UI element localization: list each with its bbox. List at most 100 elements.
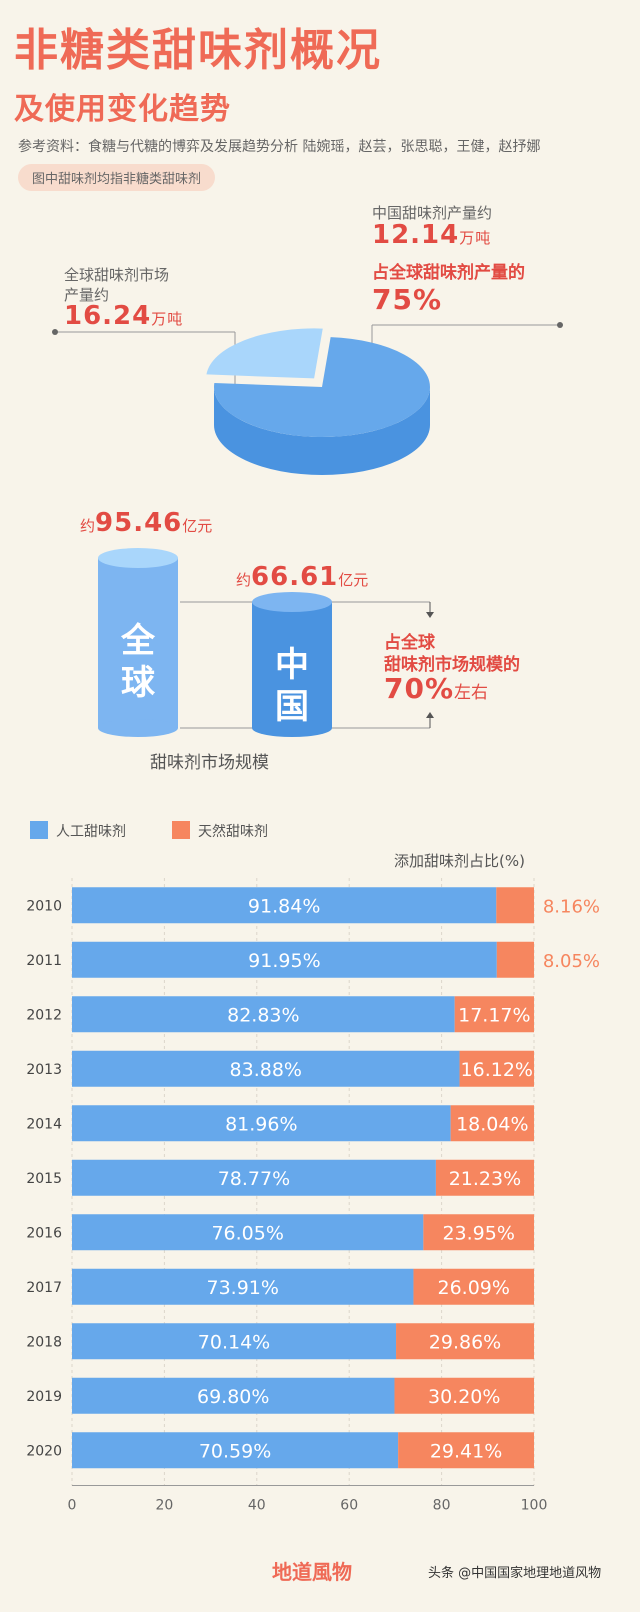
label-artificial-2017: 73.91%	[207, 1277, 279, 1299]
global-production-label-2: 产量约	[64, 286, 110, 304]
legend-label-artificial: 人工甜味剂	[56, 824, 126, 840]
china-cylinder-bottom	[252, 719, 332, 737]
bar-artificial-2015	[72, 1159, 436, 1196]
bar-natural-2015	[435, 1159, 534, 1196]
bar-artificial-2017	[72, 1268, 414, 1305]
bar-artificial-2014	[72, 1105, 451, 1142]
bar-artificial-2016	[72, 1214, 424, 1251]
global-production-unit: 万吨	[151, 310, 184, 328]
footer-watermark: 头条 @中国国家地理地道风物	[428, 1566, 602, 1581]
china-production-label: 中国甜味剂产量约	[372, 204, 493, 222]
global-cylinder-label: 全球	[98, 620, 178, 704]
label-artificial-2015: 78.77%	[218, 1168, 290, 1190]
x-tick-label-100: 100	[521, 1498, 548, 1514]
global-cylinder-label-text: 全球	[121, 621, 155, 703]
label-natural-2020: 29.41%	[430, 1440, 502, 1462]
pie-chart-graphic	[52, 322, 563, 475]
label-artificial-2016: 76.05%	[211, 1222, 283, 1244]
bar-artificial-2011	[72, 941, 497, 978]
global-production-label-1: 全球甜味剂市场	[64, 266, 170, 284]
china-market-number: 66.61	[251, 562, 339, 592]
legend-swatch-natural	[172, 821, 190, 839]
global-leader-dot	[52, 329, 58, 335]
y-tick-label-2014: 2014	[26, 1116, 62, 1132]
china-market-prefix: 约	[236, 571, 252, 589]
y-tick-label-2018: 2018	[26, 1334, 62, 1350]
global-market-prefix: 约	[80, 517, 96, 535]
x-tick-label-0: 0	[68, 1498, 77, 1514]
pie-slice-china	[214, 337, 430, 437]
label-natural-2011: 8.05%	[543, 951, 600, 972]
label-artificial-2018: 70.14%	[198, 1331, 270, 1353]
market-cylinders-graphic	[98, 548, 434, 737]
bar-artificial-2019	[72, 1377, 395, 1414]
market-share-suffix: 左右	[454, 683, 489, 703]
arrow-bottom-head	[426, 712, 434, 718]
y-tick-label-2019: 2019	[26, 1389, 62, 1405]
global-cylinder-top	[98, 548, 178, 568]
china-market-unit: 亿元	[338, 571, 369, 589]
global-cylinder-body	[98, 558, 178, 728]
label-natural-2019: 30.20%	[428, 1386, 500, 1408]
x-tick-label-80: 80	[433, 1498, 451, 1514]
bar-artificial-2010	[72, 887, 497, 924]
pie-side	[214, 387, 430, 475]
x-tick-label-60: 60	[340, 1498, 358, 1514]
label-artificial-2014: 81.96%	[225, 1113, 297, 1135]
x-tick-label-20: 20	[155, 1498, 173, 1514]
label-artificial-2020: 70.59%	[199, 1440, 271, 1462]
bar-natural-2012	[454, 996, 534, 1033]
label-natural-2018: 29.86%	[429, 1331, 501, 1353]
page-subtitle: 及使用变化趋势	[14, 92, 231, 127]
global-production-number: 16.24	[64, 301, 152, 331]
bar-natural-2020	[398, 1432, 534, 1469]
y-tick-label-2013: 2013	[26, 1062, 62, 1078]
reference-text: 参考资料：食糖与代糖的博弈及发展趋势分析 陆婉瑶，赵芸，张思聪，王健，赵抒娜	[18, 139, 541, 155]
global-market-number: 95.46	[95, 508, 183, 538]
note-badge: 图中甜味剂均指非糖类甜味剂	[18, 164, 216, 191]
label-natural-2013: 16.12%	[461, 1059, 533, 1081]
y-tick-label-2010: 2010	[26, 898, 62, 914]
label-artificial-2019: 69.80%	[197, 1386, 269, 1408]
market-share-line2: 甜味剂市场规模的	[384, 655, 520, 675]
bar-natural-2010	[496, 887, 534, 924]
label-natural-2014: 18.04%	[456, 1113, 528, 1135]
label-natural-2012: 17.17%	[458, 1004, 530, 1026]
label-artificial-2011: 91.95%	[248, 950, 320, 972]
global-market-value: 约95.46亿元	[80, 508, 212, 538]
china-cylinder-label: 中国	[252, 644, 332, 728]
china-cylinder-body	[252, 602, 332, 728]
bar-natural-2011	[496, 941, 534, 978]
footer-brand: 地道風物	[272, 1560, 352, 1584]
bar-natural-2013	[459, 1050, 534, 1087]
bar-artificial-2013	[72, 1050, 460, 1087]
market-share-line1: 占全球	[384, 633, 435, 653]
bar-natural-2016	[423, 1214, 534, 1251]
y-tick-label-2020: 2020	[26, 1443, 62, 1459]
bar-artificial-2020	[72, 1432, 399, 1469]
global-production-value: 16.24万吨	[64, 301, 183, 331]
bar-natural-2019	[394, 1377, 534, 1414]
global-market-unit: 亿元	[182, 517, 213, 535]
china-market-value: 约66.61亿元	[236, 562, 368, 592]
label-natural-2016: 23.95%	[442, 1222, 514, 1244]
market-caption: 甜味剂市场规模	[150, 753, 269, 773]
label-natural-2010: 8.16%	[543, 896, 600, 917]
bar-artificial-2018	[72, 1323, 397, 1360]
market-share-value: 70%左右	[384, 672, 488, 705]
china-share-value: 75%	[372, 283, 443, 316]
pie-slice-rest-of-world	[206, 328, 323, 379]
china-production-unit: 万吨	[459, 229, 492, 247]
global-cylinder-bottom	[98, 719, 178, 737]
label-natural-2017: 26.09%	[438, 1277, 510, 1299]
market-share-number: 70%	[384, 672, 455, 705]
y-tick-label-2011: 2011	[26, 953, 62, 969]
y-tick-label-2015: 2015	[26, 1171, 62, 1187]
label-artificial-2012: 82.83%	[227, 1004, 299, 1026]
stacked-bar-chart: 人工甜味剂 天然甜味剂 添加甜味剂占比(%) 91.84% 8.16% 91.95%…	[26, 821, 600, 1514]
label-artificial-2010: 91.84%	[248, 895, 320, 917]
label-artificial-2013: 83.88%	[230, 1059, 302, 1081]
legend-label-natural: 天然甜味剂	[198, 823, 268, 840]
china-production-value: 12.14万吨	[372, 220, 491, 250]
chart-title: 添加甜味剂占比(%)	[394, 852, 525, 870]
